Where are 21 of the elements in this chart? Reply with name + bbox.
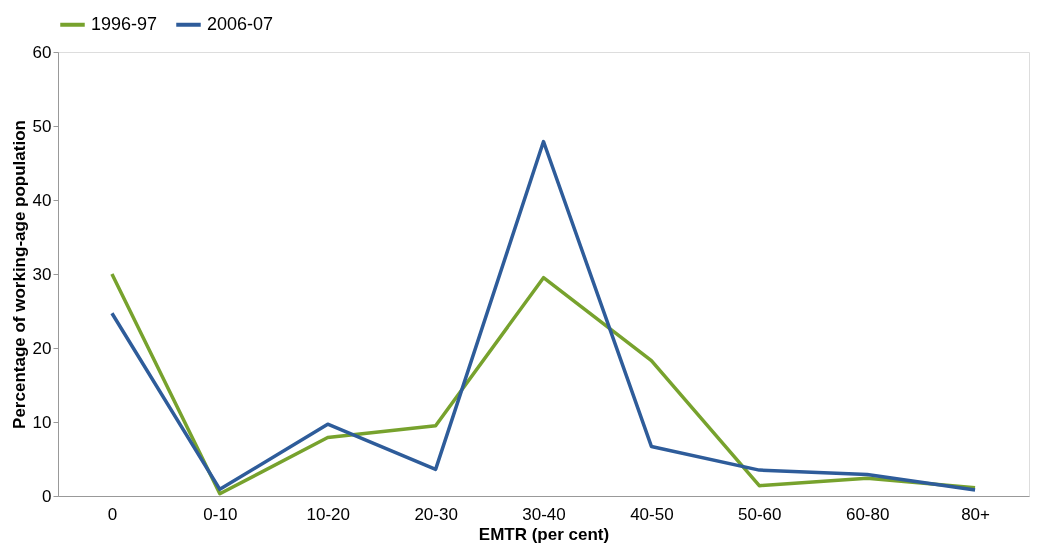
legend-label: 1996-97 — [91, 13, 158, 34]
y-axis-title: Percentage of working-age population — [9, 120, 29, 429]
x-tick-label: 40-50 — [630, 504, 674, 524]
y-tick-label: 20 — [32, 338, 52, 358]
x-tick-label: 0-10 — [203, 504, 238, 524]
legend-label: 2006-07 — [207, 13, 274, 34]
y-tick-label: 0 — [42, 486, 52, 506]
x-tick-label: 50-60 — [738, 504, 782, 524]
x-tick-label: 10-20 — [306, 504, 350, 524]
x-tick-label: 80+ — [961, 504, 991, 524]
y-tick-label: 60 — [32, 42, 52, 62]
y-tick-label: 30 — [32, 264, 52, 284]
x-axis-title: EMTR (per cent) — [478, 524, 610, 544]
y-tick-label: 50 — [32, 116, 52, 136]
y-tick-label: 40 — [32, 190, 52, 210]
x-tick-label: 30-40 — [522, 504, 566, 524]
x-tick-label: 20-30 — [414, 504, 458, 524]
y-tick-label: 10 — [32, 412, 52, 432]
x-tick-label: 60-80 — [845, 504, 890, 524]
x-tick-label: 0 — [107, 504, 118, 524]
line-series — [110, 139, 977, 492]
